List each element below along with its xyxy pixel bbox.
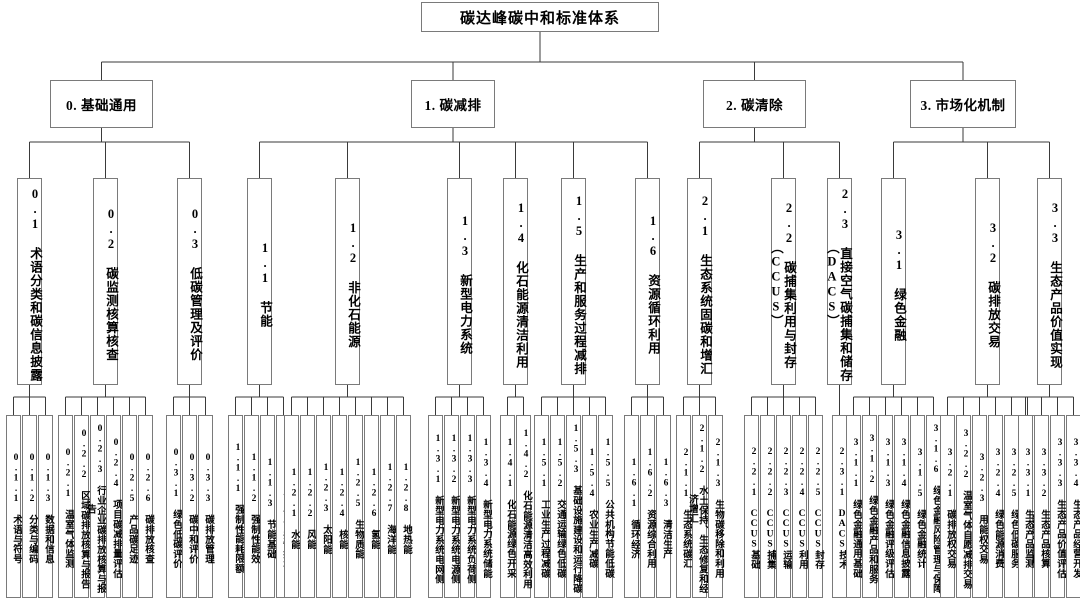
leaf-node-l161[interactable]: 1.6.1 循环经济 [624, 415, 639, 598]
leaf-node-l134[interactable]: 1.3.4 新型电力系统储能 [476, 415, 491, 598]
leaf-node-l012[interactable]: 0.1.2 分类与编码 [22, 415, 37, 598]
leaf-node-l213[interactable]: 2.1.3 生物碳移除和利用 [708, 415, 723, 598]
category-node-n31[interactable]: 3.1 绿色金融 [881, 178, 906, 385]
leaf-node-l132[interactable]: 1.3.2 新型电力系统电源侧 [444, 415, 459, 598]
leaf-node-l033[interactable]: 0.3.3 碳排放管理 [198, 415, 213, 598]
leaf-node-l315[interactable]: 3.1.5 绿色金融统计 [910, 415, 925, 598]
branch-node-1[interactable]: 1. 碳减排 [411, 80, 495, 128]
category-node-n13[interactable]: 1.3 新型电力系统 [447, 178, 472, 385]
leaf-node-l212[interactable]: 2.1.2 水土保持、生态修复和经济增汇 [687, 415, 707, 598]
leaf-node-l324[interactable]: 3.2.4 绿色能源消费 [988, 415, 1003, 598]
leaf-node-l163[interactable]: 1.6.3 清洁生产 [656, 415, 671, 598]
category-node-n02[interactable]: 0.2 碳监测核算核查 [93, 178, 118, 385]
leaf-node-l311[interactable]: 3.1.1 绿色金融通用基础 [846, 415, 861, 598]
category-node-n33[interactable]: 3.3 生态产品价值实现 [1037, 178, 1062, 385]
leaf-node-l141[interactable]: 1.4.1 化石能源绿色开采 [500, 415, 515, 598]
category-node-n14[interactable]: 1.4 化石能源清洁利用 [503, 178, 528, 385]
leaf-node-l123[interactable]: 1.2.3 太阳能 [316, 415, 331, 598]
leaf-node-l321[interactable]: 3.2.1 碳排放权交易 [940, 415, 955, 598]
leaf-node-l155[interactable]: 1.5.5 公共机构节能低碳 [598, 415, 613, 598]
leaf-node-l325[interactable]: 3.2.5 绿色低碳服务 [1004, 415, 1019, 598]
leaf-node-l313[interactable]: 3.1.3 绿色金融评级评估 [878, 415, 893, 598]
leaf-node-l026[interactable]: 0.2.6 碳排放核查 [138, 415, 153, 598]
leaf-node-l231[interactable]: 2.3.1 DACS技术 [832, 415, 847, 598]
category-node-n15[interactable]: 1.5 生产和服务过程减排 [561, 178, 586, 385]
leaf-node-l331[interactable]: 3.3.1 生态产品监测 [1018, 415, 1033, 598]
leaf-node-l032[interactable]: 0.3.2 碳中和评价 [182, 415, 197, 598]
leaf-node-l112[interactable]: 1.1.2 强制性能效 [244, 415, 259, 598]
leaf-node-l151[interactable]: 1.5.1 工业生产过程减碳 [534, 415, 549, 598]
leaf-node-l013[interactable]: 0.1.3 数据和信息 [38, 415, 53, 598]
category-node-n03[interactable]: 0.3 低碳管理及评价 [177, 178, 202, 385]
leaf-node-l025[interactable]: 0.2.5 产品碳足迹 [122, 415, 137, 598]
leaf-node-l316[interactable]: 3.1.6 绿色金融风险管理与保障 [926, 415, 941, 598]
branch-node-0[interactable]: 0. 基础通用 [50, 80, 153, 128]
leaf-node-l127[interactable]: 1.2.7 海洋能 [380, 415, 395, 598]
category-node-n11[interactable]: 1.1 节能 [247, 178, 272, 385]
leaf-node-l162[interactable]: 1.6.2 资源综合利用 [640, 415, 655, 598]
leaf-node-l152[interactable]: 1.5.2 交通运输绿色低碳 [550, 415, 565, 598]
leaf-node-l021[interactable]: 0.2.1 温室气体监测 [58, 415, 73, 598]
leaf-node-l333[interactable]: 3.3.3 生态产品价值评估 [1050, 415, 1065, 598]
leaf-node-l124[interactable]: 1.2.4 核能 [332, 415, 347, 598]
category-node-n01[interactable]: 0.1 术语分类和碳信息披露 [17, 178, 42, 385]
category-node-n16[interactable]: 1.6 资源循环利用 [635, 178, 660, 385]
leaf-node-l312[interactable]: 3.1.2 绿色金融产品和服务 [862, 415, 877, 598]
leaf-node-l223[interactable]: 2.2.3 CCUS运输 [776, 415, 791, 598]
leaf-node-l153[interactable]: 1.5.3 基础设施建设和运行降碳 [566, 415, 581, 598]
leaf-node-l125[interactable]: 1.2.5 生物质能 [348, 415, 363, 598]
leaf-node-l126[interactable]: 1.2.6 氢能 [364, 415, 379, 598]
leaf-node-l024[interactable]: 0.2.4 项目碳减排量评估 [106, 415, 121, 598]
leaf-node-l225[interactable]: 2.2.5 CCUS封存 [808, 415, 823, 598]
leaf-node-l154[interactable]: 1.5.4 农业生产减碳 [582, 415, 597, 598]
leaf-node-l334[interactable]: 3.3.4 生态产品经营开发 [1066, 415, 1080, 598]
leaf-node-l023[interactable]: 0.2.3 行业企业碳排放核算与报告 [85, 415, 105, 598]
leaf-node-l031[interactable]: 0.3.1 绿色低碳评价 [166, 415, 181, 598]
category-node-n23[interactable]: 2.3 直接空气碳捕集和储存（DACS） [825, 178, 852, 385]
leaf-node-l113[interactable]: 1.1.3 节能基础 [260, 415, 275, 598]
category-node-n22[interactable]: 2.2 碳捕集利用与封存（CCUS） [769, 178, 796, 385]
leaf-node-l221[interactable]: 2.2.1 CCUS基础 [744, 415, 759, 598]
leaf-node-l142[interactable]: 1.4.2 化石能源清洁高效利用 [516, 415, 531, 598]
leaf-node-l022[interactable]: 0.2.2 区域碳排放核算与报告 [74, 415, 89, 598]
leaf-node-l332[interactable]: 3.3.2 生态产品核算 [1034, 415, 1049, 598]
leaf-node-l323[interactable]: 3.2.3 用能权交易 [972, 415, 987, 598]
leaf-node-l128[interactable]: 1.2.8 地热能 [396, 415, 411, 598]
leaf-node-l111[interactable]: 1.1.1 强制性能耗限额 [228, 415, 243, 598]
leaf-node-l122[interactable]: 1.2.2 风能 [300, 415, 315, 598]
category-node-n21[interactable]: 2.1 生态系统固碳和增汇 [687, 178, 712, 385]
leaf-node-l314[interactable]: 3.1.4 绿色金融信息披露 [894, 415, 909, 598]
leaf-node-l133[interactable]: 1.3.3 新型电力系统负荷侧 [460, 415, 475, 598]
root-node[interactable]: 碳达峰碳中和标准体系 [421, 2, 659, 32]
leaf-node-l211[interactable]: 2.1.1 生态系统碳汇 [676, 415, 691, 598]
category-node-n12[interactable]: 1.2 非化石能源 [335, 178, 360, 385]
branch-node-3[interactable]: 3. 市场化机制 [910, 80, 1016, 128]
category-node-n32[interactable]: 3.2 碳排放交易 [975, 178, 1000, 385]
branch-node-2[interactable]: 2. 碳清除 [703, 80, 806, 128]
leaf-node-l131[interactable]: 1.3.1 新型电力系统电网侧 [428, 415, 443, 598]
leaf-node-l011[interactable]: 0.1.1 术语与符号 [6, 415, 21, 598]
leaf-node-l322[interactable]: 3.2.2 温室气体自愿减排交易 [956, 415, 971, 598]
leaf-node-l224[interactable]: 2.2.4 CCUS利用 [792, 415, 807, 598]
leaf-node-l121[interactable]: 1.2.1 水能 [284, 415, 299, 598]
leaf-node-l222[interactable]: 2.2.2 CCUS捕集 [760, 415, 775, 598]
